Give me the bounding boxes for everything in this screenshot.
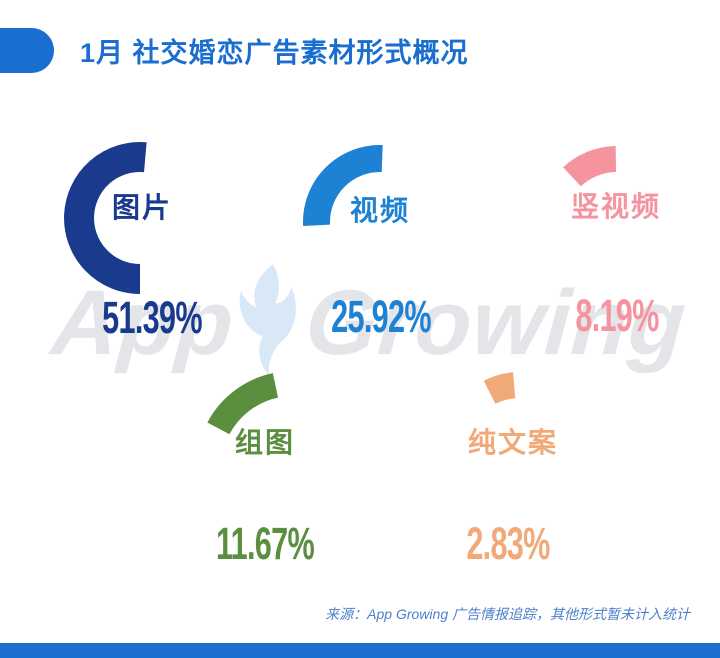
segment-label-video: 视频: [349, 195, 411, 226]
donut-arc-image-group: [207, 373, 279, 435]
segment-label-image: 图片: [111, 192, 173, 223]
donut-arc-video: [303, 145, 383, 227]
segment-label-text-only: 纯文案: [467, 427, 559, 458]
segment-label-vertical-video: 竖视频: [570, 191, 662, 222]
segment-value-image-group: 11.67%: [215, 518, 315, 569]
donut-arc-text-only: [483, 372, 516, 405]
donut-arc-image: [64, 142, 147, 294]
segment-value-vertical-video: 8.19%: [575, 290, 659, 341]
title-accent-pill: [0, 28, 54, 73]
segment-value-video: 25.92%: [331, 291, 431, 342]
footer-bar: [0, 643, 720, 658]
donut-arc-vertical-video: [563, 146, 617, 187]
segment-value-image: 51.39%: [102, 292, 202, 343]
segment-label-image-group: 组图: [234, 427, 296, 458]
page-title: 1月 社交婚恋广告素材形式概况: [80, 38, 469, 68]
source-note: 来源：App Growing 广告情报追踪，其他形式暂未计入统计: [325, 606, 690, 622]
segment-value-text-only: 2.83%: [466, 518, 550, 569]
